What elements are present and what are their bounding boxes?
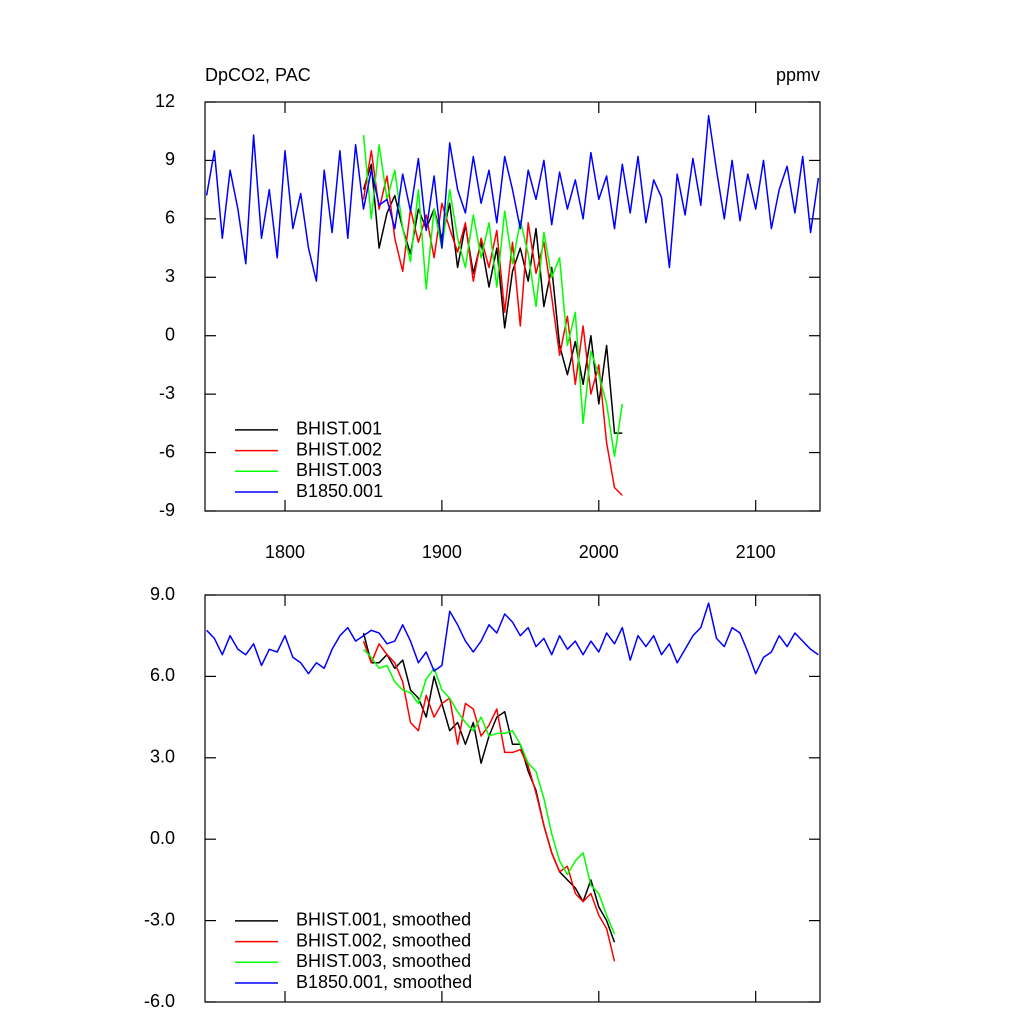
legend-label: B1850.001 xyxy=(296,481,383,501)
series-line xyxy=(362,648,616,935)
series-line xyxy=(205,114,820,282)
y-tick-label: -9 xyxy=(159,500,175,520)
y-tick-label: 9.0 xyxy=(150,584,175,604)
chart-title: DpCO2, PAC xyxy=(205,65,311,85)
series-line xyxy=(362,135,624,458)
legend-label: BHIST.003, smoothed xyxy=(296,951,471,971)
plot-frame xyxy=(204,594,821,1003)
legend-label: BHIST.001 xyxy=(296,419,382,439)
y-tick-label: 0 xyxy=(165,324,175,344)
legend-label: BHIST.003 xyxy=(296,460,382,480)
y-tick-label: -6 xyxy=(159,441,175,461)
units-label: ppmv xyxy=(776,65,820,85)
y-tick-label: 0.0 xyxy=(150,828,175,848)
series-line xyxy=(362,640,616,962)
series-line xyxy=(206,602,819,675)
x-tick-label: 2100 xyxy=(736,542,776,562)
series-line xyxy=(362,149,623,496)
y-tick-label: -6.0 xyxy=(144,991,175,1011)
y-tick-label: 3.0 xyxy=(150,747,175,767)
y-tick-label: 9 xyxy=(165,149,175,169)
y-tick-label: 3 xyxy=(165,266,175,286)
y-tick-label: 12 xyxy=(155,91,175,111)
legend-label: BHIST.001, smoothed xyxy=(296,910,471,930)
legend-label: BHIST.002 xyxy=(296,439,382,459)
y-tick-label: 6 xyxy=(165,208,175,228)
x-tick-label: 1900 xyxy=(422,542,462,562)
y-tick-label: 6.0 xyxy=(150,665,175,685)
series-line xyxy=(362,163,623,434)
legend-label: B1850.001, smoothed xyxy=(296,972,472,992)
legend-label: BHIST.002, smoothed xyxy=(296,930,471,950)
y-tick-label: -3 xyxy=(159,383,175,403)
x-tick-label: 2000 xyxy=(579,542,619,562)
y-tick-label: -3.0 xyxy=(144,909,175,929)
x-tick-label: 1800 xyxy=(265,542,305,562)
plot-frame xyxy=(204,101,821,512)
